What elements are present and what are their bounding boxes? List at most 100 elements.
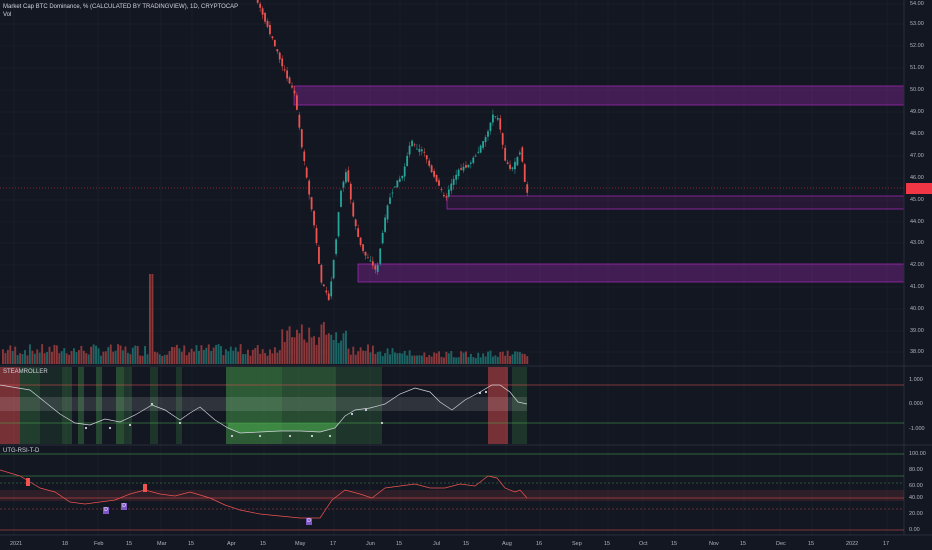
steamroller-dot xyxy=(380,421,384,425)
candle-body xyxy=(425,155,428,160)
volume-bar xyxy=(371,345,374,364)
volume-bar xyxy=(237,351,240,364)
candle-body xyxy=(313,211,315,226)
volume-legend[interactable]: Vol xyxy=(3,12,12,18)
candle-body xyxy=(364,251,367,256)
candle-body xyxy=(482,141,484,148)
volume-bar xyxy=(516,351,519,364)
time-axis-label: 16 xyxy=(536,541,543,547)
demand-zone-lower xyxy=(357,263,905,283)
candle-body xyxy=(337,212,340,237)
time-axis-label: Jul xyxy=(433,541,441,547)
symbol-legend[interactable]: Market Cap BTC Dominance, % (CALCULATED … xyxy=(3,4,239,10)
demand-zone-mid xyxy=(446,195,905,210)
volume-bar xyxy=(518,351,521,364)
rsi-divergence-marker: D xyxy=(103,507,109,514)
candle-body xyxy=(474,155,477,157)
candle-body xyxy=(384,217,386,232)
volume-bar xyxy=(107,347,110,364)
volume-bar xyxy=(313,336,316,364)
volume-bar xyxy=(249,355,252,364)
volume-bar xyxy=(440,356,443,364)
volume-bar xyxy=(504,355,507,364)
volume-bar xyxy=(114,350,117,364)
volume-bar xyxy=(384,353,387,364)
volume-bar xyxy=(526,356,529,364)
price-axis-label: 50.00 xyxy=(910,87,924,93)
volume-bar xyxy=(332,339,335,364)
candle-body xyxy=(440,189,443,191)
price-axis-label: 42.00 xyxy=(910,262,924,268)
volume-bar xyxy=(144,346,146,364)
volume-bar xyxy=(523,354,526,364)
time-axis-label: Mar xyxy=(157,541,167,547)
rsi-title[interactable]: UTG-RSI-T-D xyxy=(3,448,40,454)
candle-body xyxy=(281,58,284,67)
candle-body xyxy=(435,174,438,182)
volume-bar xyxy=(112,351,115,364)
candle-body xyxy=(526,184,529,193)
rsi-divergence-marker: D xyxy=(121,503,127,510)
time-axis-label: Oct xyxy=(639,541,648,547)
volume-bar xyxy=(340,340,342,364)
volume-bar xyxy=(178,348,181,364)
volume-bar xyxy=(212,347,215,364)
volume-bar xyxy=(131,347,134,364)
time-axis-label: May xyxy=(295,541,306,547)
volume-bar xyxy=(158,354,161,364)
volume-bar xyxy=(193,351,195,364)
time-axis-label: 2021 xyxy=(10,541,23,547)
volume-bar xyxy=(4,353,7,364)
price-axis-label: 52.00 xyxy=(910,43,924,49)
volume-bar xyxy=(2,349,4,364)
steamroller-title[interactable]: STEAMROLLER xyxy=(3,369,48,375)
volume-bar xyxy=(269,349,271,364)
steamroller-column xyxy=(0,367,20,444)
volume-bar xyxy=(389,354,391,364)
volume-bar xyxy=(58,353,61,364)
volume-bar xyxy=(278,350,281,364)
candle-body xyxy=(371,261,374,266)
candle-body xyxy=(521,147,524,162)
volume-bar xyxy=(325,334,328,364)
candle-body xyxy=(278,52,281,60)
steamroller-dot xyxy=(84,426,88,430)
price-axis-label: 45.00 xyxy=(910,197,924,203)
volume-bar xyxy=(11,351,14,364)
rsi-axis-label: 40.00 xyxy=(909,495,923,501)
price-axis-label: 44.00 xyxy=(910,219,924,225)
volume-bar xyxy=(298,333,301,364)
volume-bar xyxy=(266,355,269,364)
volume-bar xyxy=(141,355,144,364)
volume-bar xyxy=(190,348,193,364)
volume-bar xyxy=(452,357,455,364)
volume-bar xyxy=(139,355,142,364)
candle-body xyxy=(332,259,335,279)
time-axis-label: Dec xyxy=(776,541,786,547)
steamroller-dot xyxy=(478,391,482,395)
volume-bar xyxy=(109,344,112,364)
volume-bar xyxy=(43,353,46,364)
candle-body xyxy=(472,157,475,163)
candle-body xyxy=(340,190,342,207)
time-axis-label: 18 xyxy=(62,541,69,547)
volume-bar xyxy=(202,350,205,364)
volume-bar xyxy=(31,350,34,364)
steamroller-column xyxy=(96,367,102,444)
candle-body xyxy=(467,164,470,168)
volume-bar xyxy=(60,351,63,364)
volume-bar xyxy=(469,353,472,364)
volume-bar xyxy=(482,353,485,364)
volume-bar xyxy=(136,346,139,364)
candle-body xyxy=(523,164,526,182)
candle-body xyxy=(273,39,276,47)
steamroller-dot xyxy=(364,408,368,412)
time-axis-label: 17 xyxy=(330,541,337,547)
volume-bar xyxy=(286,330,289,364)
volume-bar xyxy=(308,327,311,364)
volume-bar xyxy=(124,346,127,364)
rsi-axis-label: 80.00 xyxy=(909,467,923,473)
candle-body xyxy=(389,197,391,204)
candle-body xyxy=(418,149,421,152)
